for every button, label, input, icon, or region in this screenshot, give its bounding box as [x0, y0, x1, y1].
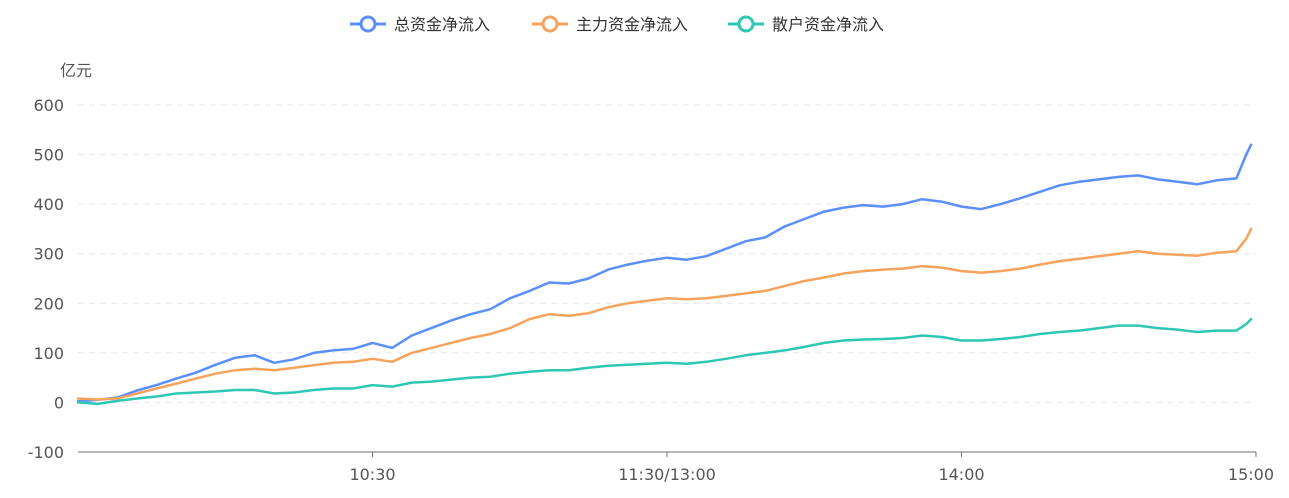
x-tick-label: 15:00 [1228, 465, 1274, 484]
legend-marker-icon [737, 15, 755, 33]
x-axis: 10:30 11:30/13:00 14:00 15:00 [78, 451, 1274, 484]
y-tick-label: 500 [33, 146, 64, 165]
y-tick-label: 200 [33, 294, 64, 313]
series-line-1 [76, 227, 1253, 401]
x-tick-label: 11:30/13:00 [618, 465, 716, 484]
series-line-0 [76, 143, 1253, 403]
legend-item-1[interactable]: 主力资金净流入 [532, 15, 688, 34]
legend-marker-icon [359, 15, 377, 33]
y-tick-label: 100 [33, 344, 64, 363]
y-tick-label: -100 [28, 443, 64, 462]
series-lines [76, 143, 1253, 406]
legend-label: 主力资金净流入 [576, 15, 688, 34]
y-tick-label: 300 [33, 245, 64, 264]
grid-lines [78, 104, 1256, 403]
legend-marker-icon [541, 15, 559, 33]
legend-label: 散户资金净流入 [772, 15, 884, 34]
y-tick-label: 400 [33, 195, 64, 214]
y-axis-ticks: 600 500 400 300 200 100 0 -100 [28, 96, 64, 462]
legend-item-0[interactable]: 总资金净流入 [350, 15, 490, 34]
legend-label: 总资金净流入 [394, 15, 490, 34]
y-tick-label: 600 [33, 96, 64, 115]
x-tick-label: 14:00 [938, 465, 984, 484]
x-tick-label: 10:30 [349, 465, 395, 484]
legend: 总资金净流入 主力资金净流入 散户资金净流入 [350, 15, 884, 34]
y-tick-label: 0 [54, 393, 64, 412]
legend-item-2[interactable]: 散户资金净流入 [728, 15, 884, 34]
y-axis-unit-label: 亿元 [60, 61, 92, 80]
series-line-2 [76, 317, 1253, 406]
